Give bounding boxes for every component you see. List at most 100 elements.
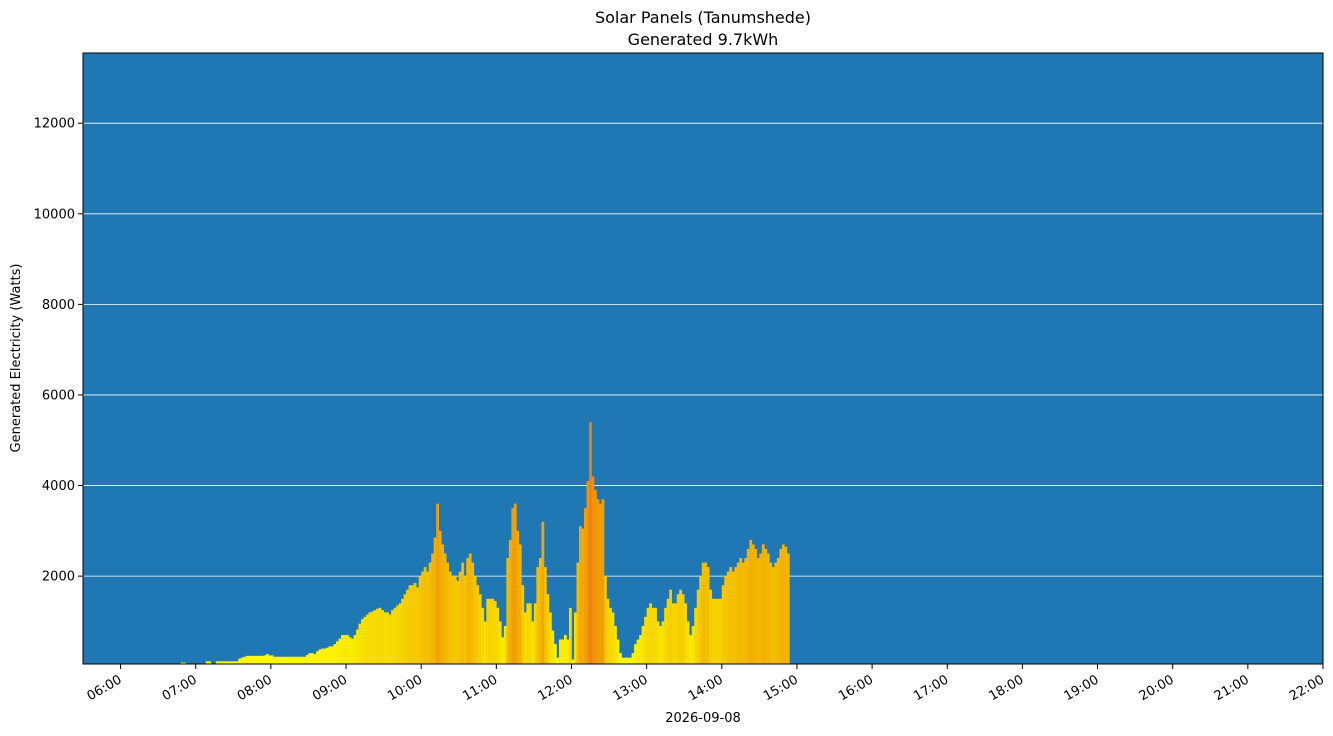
bar bbox=[218, 661, 222, 664]
bar bbox=[538, 558, 542, 664]
bar bbox=[396, 605, 399, 664]
y-tick-label: 4000 bbox=[42, 479, 75, 494]
x-tick-label: 09:00 bbox=[310, 672, 350, 704]
bar bbox=[646, 607, 650, 664]
bar bbox=[346, 635, 349, 664]
bar bbox=[774, 562, 778, 664]
bar bbox=[351, 638, 354, 664]
bar bbox=[699, 576, 703, 664]
bar bbox=[428, 562, 432, 664]
bar bbox=[759, 553, 763, 664]
bar bbox=[250, 655, 254, 664]
bar bbox=[413, 582, 417, 664]
plot-frame bbox=[82, 52, 1324, 665]
bar bbox=[398, 603, 402, 664]
bar bbox=[401, 598, 404, 664]
bar bbox=[293, 656, 297, 664]
bar bbox=[641, 625, 645, 664]
bar bbox=[240, 657, 244, 664]
bar bbox=[215, 661, 219, 664]
bars bbox=[180, 422, 790, 664]
bar bbox=[516, 530, 520, 664]
bar bbox=[756, 558, 760, 664]
bar bbox=[403, 594, 407, 664]
bar bbox=[669, 589, 672, 664]
bar bbox=[716, 598, 720, 664]
bar bbox=[751, 544, 755, 664]
bar bbox=[456, 580, 460, 664]
bar bbox=[568, 607, 572, 664]
bar bbox=[461, 562, 465, 664]
x-tick-label: 10:00 bbox=[385, 672, 425, 704]
bar bbox=[671, 603, 675, 664]
bar bbox=[531, 621, 535, 664]
x-tick-label: 21:00 bbox=[1212, 672, 1252, 704]
bar bbox=[721, 585, 725, 664]
bar bbox=[689, 635, 693, 664]
bar bbox=[573, 612, 577, 664]
bar bbox=[448, 571, 452, 664]
bar bbox=[536, 567, 540, 664]
bar bbox=[315, 651, 319, 664]
bar bbox=[343, 635, 347, 664]
bar bbox=[754, 548, 758, 664]
bar bbox=[466, 558, 470, 664]
bar bbox=[548, 612, 552, 664]
bar bbox=[348, 637, 352, 664]
bar bbox=[453, 576, 457, 664]
bar bbox=[741, 562, 745, 664]
bar bbox=[614, 625, 617, 664]
bar bbox=[506, 558, 510, 664]
bar bbox=[706, 567, 710, 664]
bar bbox=[498, 621, 502, 664]
bar bbox=[300, 656, 304, 664]
bar bbox=[341, 635, 344, 664]
x-tick-label: 22:00 bbox=[1287, 672, 1327, 704]
x-axis-label: 2026-09-08 bbox=[665, 711, 741, 726]
bar bbox=[604, 576, 607, 664]
bar bbox=[776, 558, 780, 664]
bar bbox=[270, 655, 274, 664]
x-tick-label: 17:00 bbox=[911, 672, 951, 704]
bar bbox=[381, 610, 384, 664]
y-tick-label: 8000 bbox=[42, 298, 75, 313]
bar bbox=[338, 638, 342, 664]
bar bbox=[624, 657, 627, 664]
bar bbox=[711, 598, 715, 664]
bar bbox=[376, 608, 379, 664]
bar bbox=[441, 544, 445, 664]
bar bbox=[260, 655, 264, 664]
grid-lines bbox=[83, 122, 1323, 577]
bar bbox=[511, 508, 515, 664]
bar bbox=[353, 635, 357, 664]
bar bbox=[468, 553, 472, 664]
bar bbox=[471, 562, 475, 664]
bar bbox=[739, 558, 743, 664]
x-tick-label: 12:00 bbox=[536, 672, 576, 704]
bar bbox=[493, 601, 497, 664]
bar bbox=[333, 644, 337, 664]
bar bbox=[481, 607, 485, 664]
bar bbox=[483, 621, 487, 664]
bar bbox=[423, 567, 427, 664]
bar bbox=[786, 553, 790, 664]
bar bbox=[731, 571, 735, 664]
bar bbox=[451, 576, 455, 664]
bar bbox=[303, 656, 307, 664]
bar bbox=[659, 625, 662, 664]
bar bbox=[318, 649, 322, 664]
bar bbox=[331, 646, 334, 664]
bar bbox=[584, 508, 587, 664]
x-tick-label: 19:00 bbox=[1062, 672, 1102, 704]
bar bbox=[263, 655, 267, 664]
bar bbox=[258, 655, 262, 664]
bar bbox=[581, 528, 585, 664]
bar bbox=[596, 499, 600, 664]
bar bbox=[696, 589, 700, 664]
bar bbox=[686, 621, 690, 664]
bar bbox=[328, 646, 332, 664]
bar bbox=[411, 585, 414, 664]
bar bbox=[634, 644, 637, 664]
bar bbox=[253, 655, 257, 664]
